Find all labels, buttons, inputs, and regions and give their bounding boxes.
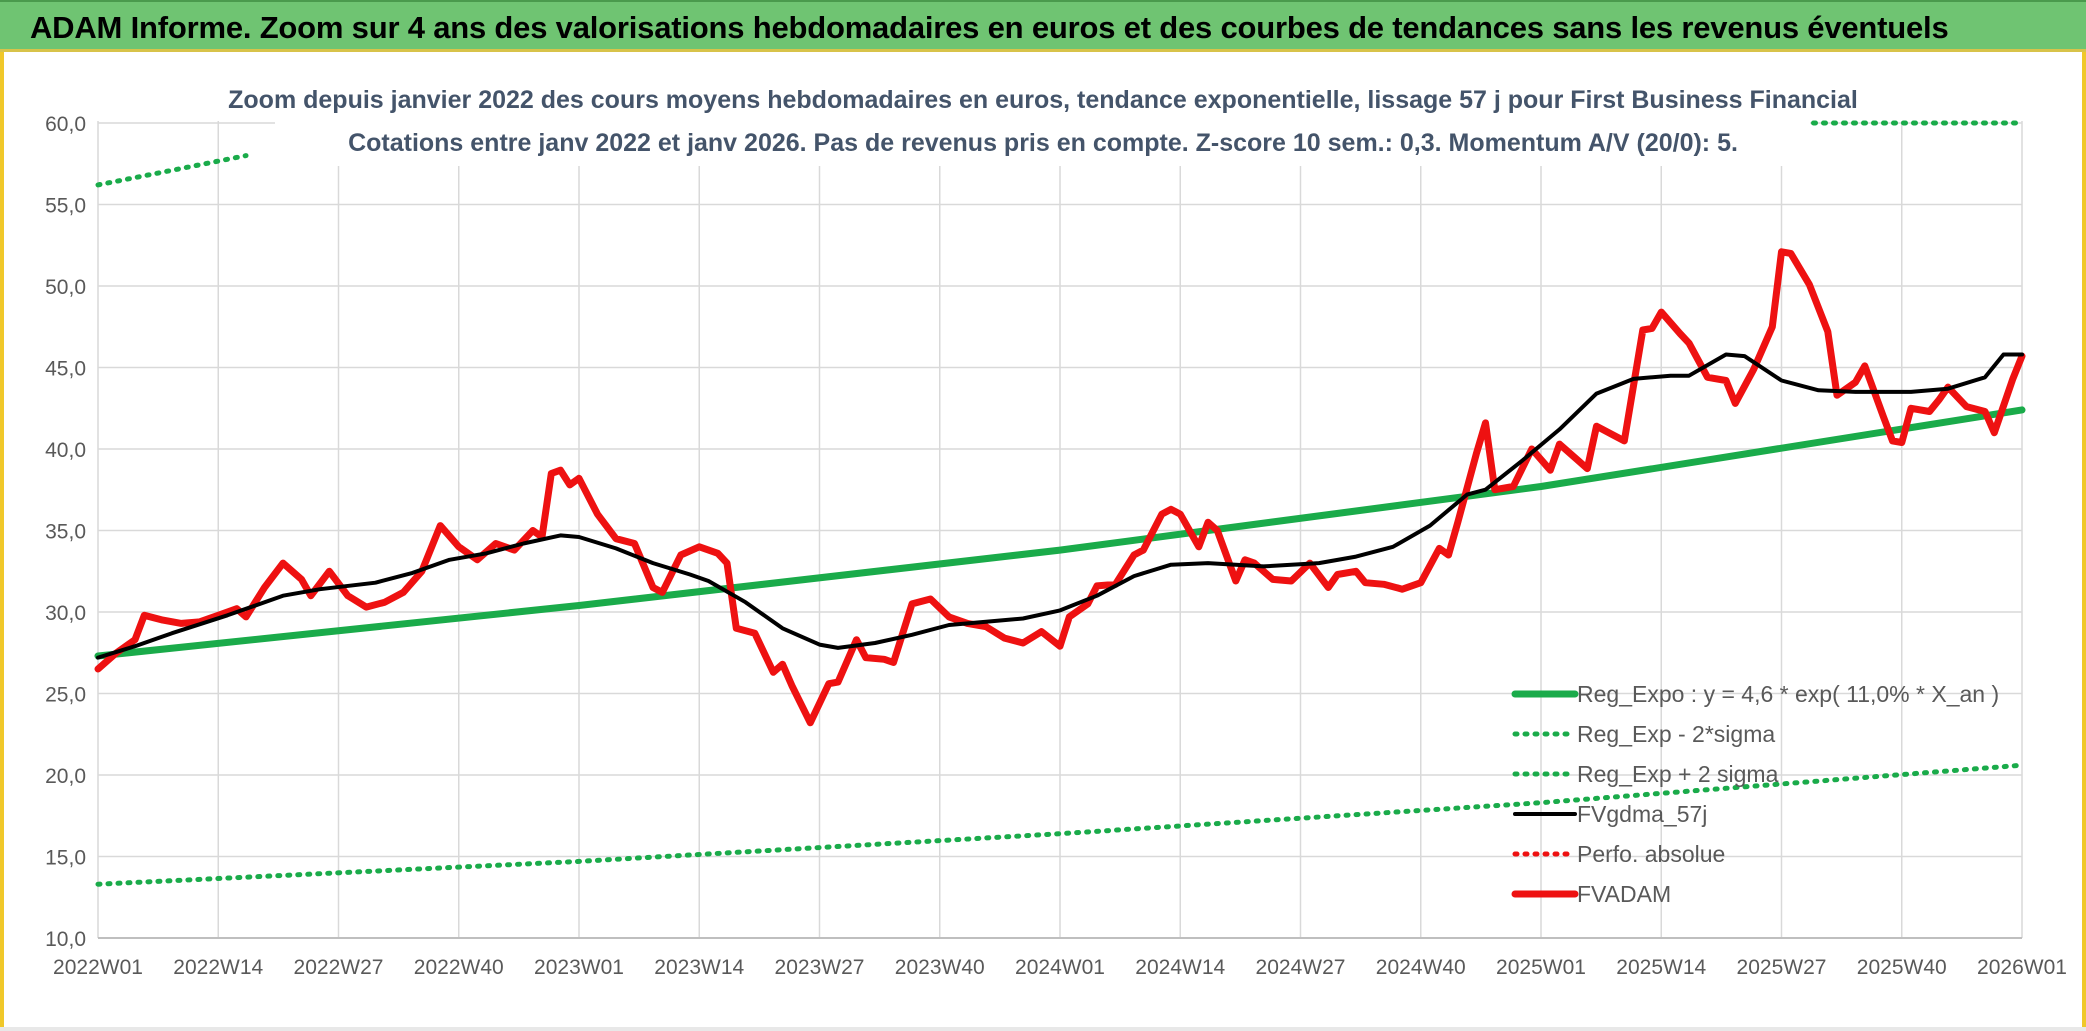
y-tick-label: 60,0 [45, 113, 86, 136]
chart-grid [97, 121, 2023, 939]
series-fvadam-line [94, 248, 2026, 727]
y-tick-label: 45,0 [45, 358, 86, 381]
x-tick-label: 2023W40 [895, 956, 985, 979]
x-axis-ticks: 2022W01 2022W14 2022W27 2022W40 2023W01 2023W… [53, 956, 2067, 979]
y-tick-label: 20,0 [45, 765, 86, 788]
chart-title-box: Zoom depuis janvier 2022 des cours moyen… [228, 78, 1858, 166]
chart-title-background [275, 78, 1810, 166]
x-tick-label: 2022W40 [414, 956, 504, 979]
chart-legend: Reg_Expo : y = 4,6 * exp( 11,0% * X_an )… [1511, 681, 1999, 907]
x-tick-label: 2024W01 [1015, 956, 1105, 979]
series-fvgdma-57j-line [96, 352, 2024, 660]
right-border [2082, 52, 2086, 1031]
legend-label: Reg_Exp - 2*sigma [1577, 721, 1775, 747]
y-tick-label: 25,0 [45, 684, 86, 707]
report-title: ADAM Informe. Zoom sur 4 ans des valoris… [30, 10, 1949, 45]
x-tick-label: 2022W14 [173, 956, 263, 979]
series-reg-expo-y-4-6-exp-11-0-x-an-line [94, 406, 2026, 660]
x-tick-label: 2023W14 [654, 956, 744, 979]
chart-series [94, 120, 2026, 887]
y-tick-label: 50,0 [45, 276, 86, 299]
x-tick-label: 2025W27 [1737, 956, 1827, 979]
legend-label: Reg_Exp + 2 sigma [1577, 761, 1779, 787]
x-tick-label: 2024W27 [1256, 956, 1346, 979]
x-tick-label: 2023W27 [775, 956, 865, 979]
y-tick-label: 40,0 [45, 439, 86, 462]
legend-label: FVgdma_57j [1577, 801, 1707, 827]
legend-label: FVADAM [1577, 881, 1671, 907]
x-tick-label: 2022W01 [53, 956, 143, 979]
x-tick-label: 2025W14 [1616, 956, 1706, 979]
y-tick-label: 15,0 [45, 847, 86, 870]
x-tick-label: 2022W27 [294, 956, 384, 979]
x-tick-label: 2026W01 [1977, 956, 2067, 979]
bottom-border [0, 1027, 2086, 1031]
legend-label: Perfo. absolue [1577, 841, 1725, 867]
chart-subtitle: Cotations entre janv 2022 et janv 2026. … [348, 129, 1738, 157]
y-tick-label: 30,0 [45, 602, 86, 625]
y-tick-label: 10,0 [45, 928, 86, 951]
x-tick-label: 2024W14 [1135, 956, 1225, 979]
chart-title: Zoom depuis janvier 2022 des cours moyen… [228, 86, 1858, 114]
legend-label: Reg_Expo : y = 4,6 * exp( 11,0% * X_an ) [1577, 681, 1999, 707]
x-tick-label: 2023W01 [534, 956, 624, 979]
series-reg-exp-2-sigma-line [95, 153, 249, 188]
x-tick-label: 2024W40 [1376, 956, 1466, 979]
series-reg-exp-2-sigma-line [95, 762, 2025, 887]
left-border [0, 52, 4, 1031]
report-banner: ADAM Informe. Zoom sur 4 ans des valoris… [0, 0, 2086, 52]
x-tick-label: 2025W40 [1857, 956, 1947, 979]
y-axis-ticks: 10,0 15,0 20,0 25,0 30,0 35,0 40,0 45,0 50,0 55,0… [45, 113, 86, 951]
x-tick-label: 2025W01 [1496, 956, 1586, 979]
y-tick-label: 55,0 [45, 195, 86, 218]
y-tick-label: 35,0 [45, 521, 86, 544]
